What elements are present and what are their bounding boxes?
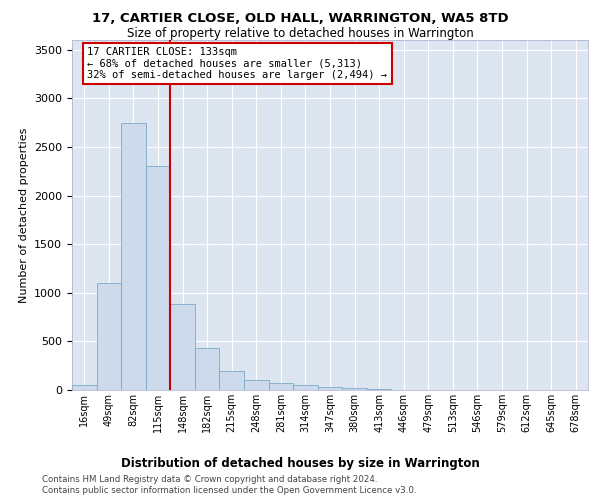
Bar (318, 386, 342, 390)
Text: 17 CARTIER CLOSE: 133sqm
← 68% of detached houses are smaller (5,313)
32% of sem: 17 CARTIER CLOSE: 133sqm ← 68% of detach… (88, 47, 388, 80)
Bar (195, 348, 220, 390)
Bar (244, 380, 269, 390)
Y-axis label: Number of detached properties: Number of detached properties (19, 128, 29, 302)
Text: Contains HM Land Registry data © Crown copyright and database right 2024.: Contains HM Land Registry data © Crown c… (42, 475, 377, 484)
Bar (121, 122, 146, 390)
Bar (170, 304, 195, 390)
Bar (269, 383, 293, 390)
Bar (293, 384, 318, 390)
Text: 17, CARTIER CLOSE, OLD HALL, WARRINGTON, WA5 8TD: 17, CARTIER CLOSE, OLD HALL, WARRINGTON,… (92, 12, 508, 26)
Bar (72, 385, 97, 390)
Bar (146, 166, 170, 390)
Bar (97, 283, 121, 390)
Bar (367, 389, 391, 390)
Text: Distribution of detached houses by size in Warrington: Distribution of detached houses by size … (121, 458, 479, 470)
Text: Contains public sector information licensed under the Open Government Licence v3: Contains public sector information licen… (42, 486, 416, 495)
Bar (220, 370, 244, 390)
Text: Size of property relative to detached houses in Warrington: Size of property relative to detached ho… (127, 28, 473, 40)
Bar (342, 388, 367, 390)
